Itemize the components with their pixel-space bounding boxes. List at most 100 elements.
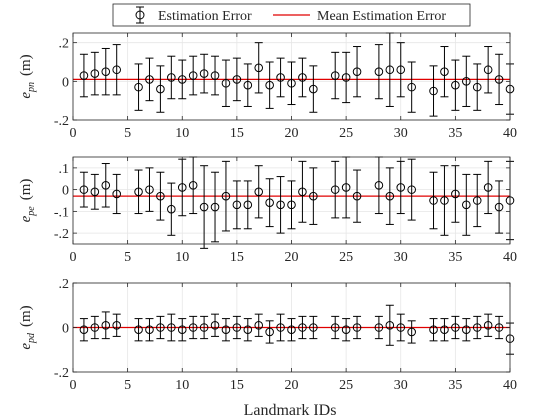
x-tick-label: 40: [503, 378, 517, 393]
data-point: [352, 191, 362, 201]
x-tick-label: 0: [70, 378, 77, 393]
data-point: [276, 200, 285, 210]
data-point: [210, 202, 220, 212]
error-bar: [112, 44, 121, 96]
data-point: [188, 71, 198, 80]
error-bar: [330, 160, 340, 219]
error-bar: [440, 165, 449, 236]
data-point: [79, 185, 89, 194]
x-axis-label: Landmark IDs: [244, 402, 337, 419]
error-bar: [199, 165, 209, 249]
error-bar: [494, 180, 504, 234]
x-tick-label: 35: [448, 126, 462, 141]
error-bar: [472, 63, 482, 111]
error-bar: [462, 318, 471, 342]
data-point: [407, 185, 416, 194]
data-point: [156, 84, 165, 94]
error-bar: [309, 167, 318, 225]
error-bar: [265, 178, 274, 228]
data-point: [112, 65, 121, 75]
data-point: [177, 325, 187, 335]
y-axis-label: epn(m): [18, 54, 37, 98]
y-tick-label: 0: [62, 184, 69, 199]
data-point: [298, 73, 307, 82]
data-point: [352, 323, 362, 332]
error-bar: [374, 315, 384, 340]
error-bar: [298, 160, 307, 223]
y-tick-label: .2: [59, 37, 70, 52]
data-point: [451, 323, 460, 332]
error-bar: [210, 313, 220, 337]
data-point: [90, 323, 100, 332]
data-point: [167, 323, 176, 332]
error-bar: [221, 318, 231, 342]
data-point: [254, 320, 264, 330]
data-point: [112, 320, 121, 330]
error-bar: [462, 173, 471, 236]
data-point: [167, 204, 176, 214]
error-bar: [352, 46, 362, 98]
x-tick-label: 10: [175, 378, 189, 393]
error-bar: [287, 180, 296, 230]
data-point: [396, 323, 406, 332]
x-tick-label: 25: [339, 378, 353, 393]
data-point: [440, 325, 449, 335]
x-tick-label: 5: [124, 126, 131, 141]
x-tick-label: 25: [339, 126, 353, 141]
data-point: [330, 323, 340, 332]
x-tick-label: 10: [175, 250, 189, 265]
data-point: [232, 323, 242, 332]
data-point: [341, 325, 351, 335]
data-point: [210, 71, 220, 80]
y-tick-label: 0: [62, 75, 69, 90]
error-bar: [101, 311, 111, 340]
data-point: [101, 320, 111, 330]
error-bar: [483, 313, 493, 337]
data-point: [483, 320, 493, 330]
data-point: [330, 71, 340, 80]
data-point: [134, 187, 143, 197]
y-tick-label: .2: [59, 277, 70, 292]
error-bar: [429, 65, 438, 117]
data-point: [145, 325, 154, 335]
data-point: [287, 200, 296, 210]
error-bar: [145, 57, 154, 102]
y-tick-label: .1: [59, 162, 70, 177]
data-point: [156, 191, 165, 201]
error-bar: [352, 315, 362, 340]
error-bar: [429, 171, 438, 230]
error-bar: [287, 318, 296, 342]
data-point: [309, 191, 318, 201]
error-bar: [396, 313, 406, 342]
x-tick-label: 20: [285, 378, 299, 393]
data-point: [330, 185, 340, 194]
data-point: [429, 196, 438, 205]
error-bar: [79, 53, 89, 98]
data-point: [374, 323, 384, 332]
error-bar: [352, 169, 362, 223]
error-bar: [276, 176, 285, 234]
error-bar: [199, 315, 209, 340]
error-bar: [156, 315, 165, 340]
data-point: [177, 75, 187, 84]
data-point: [374, 67, 384, 76]
data-point: [341, 183, 351, 192]
error-bar: [309, 65, 318, 113]
error-bar: [90, 173, 100, 210]
x-tick-label: 30: [394, 126, 408, 141]
data-point: [254, 63, 264, 73]
error-bar: [188, 315, 198, 340]
error-bar: [265, 61, 274, 109]
x-tick-label: 15: [230, 250, 244, 265]
error-bar: [451, 59, 460, 111]
error-bar: [298, 315, 307, 340]
data-point: [341, 73, 351, 82]
error-bar: [79, 318, 89, 342]
data-point: [494, 323, 504, 332]
x-tick-label: 40: [503, 250, 517, 265]
error-bar: [156, 65, 165, 113]
error-bar: [210, 55, 220, 96]
error-bar: [385, 304, 395, 346]
data-point: [243, 200, 253, 210]
